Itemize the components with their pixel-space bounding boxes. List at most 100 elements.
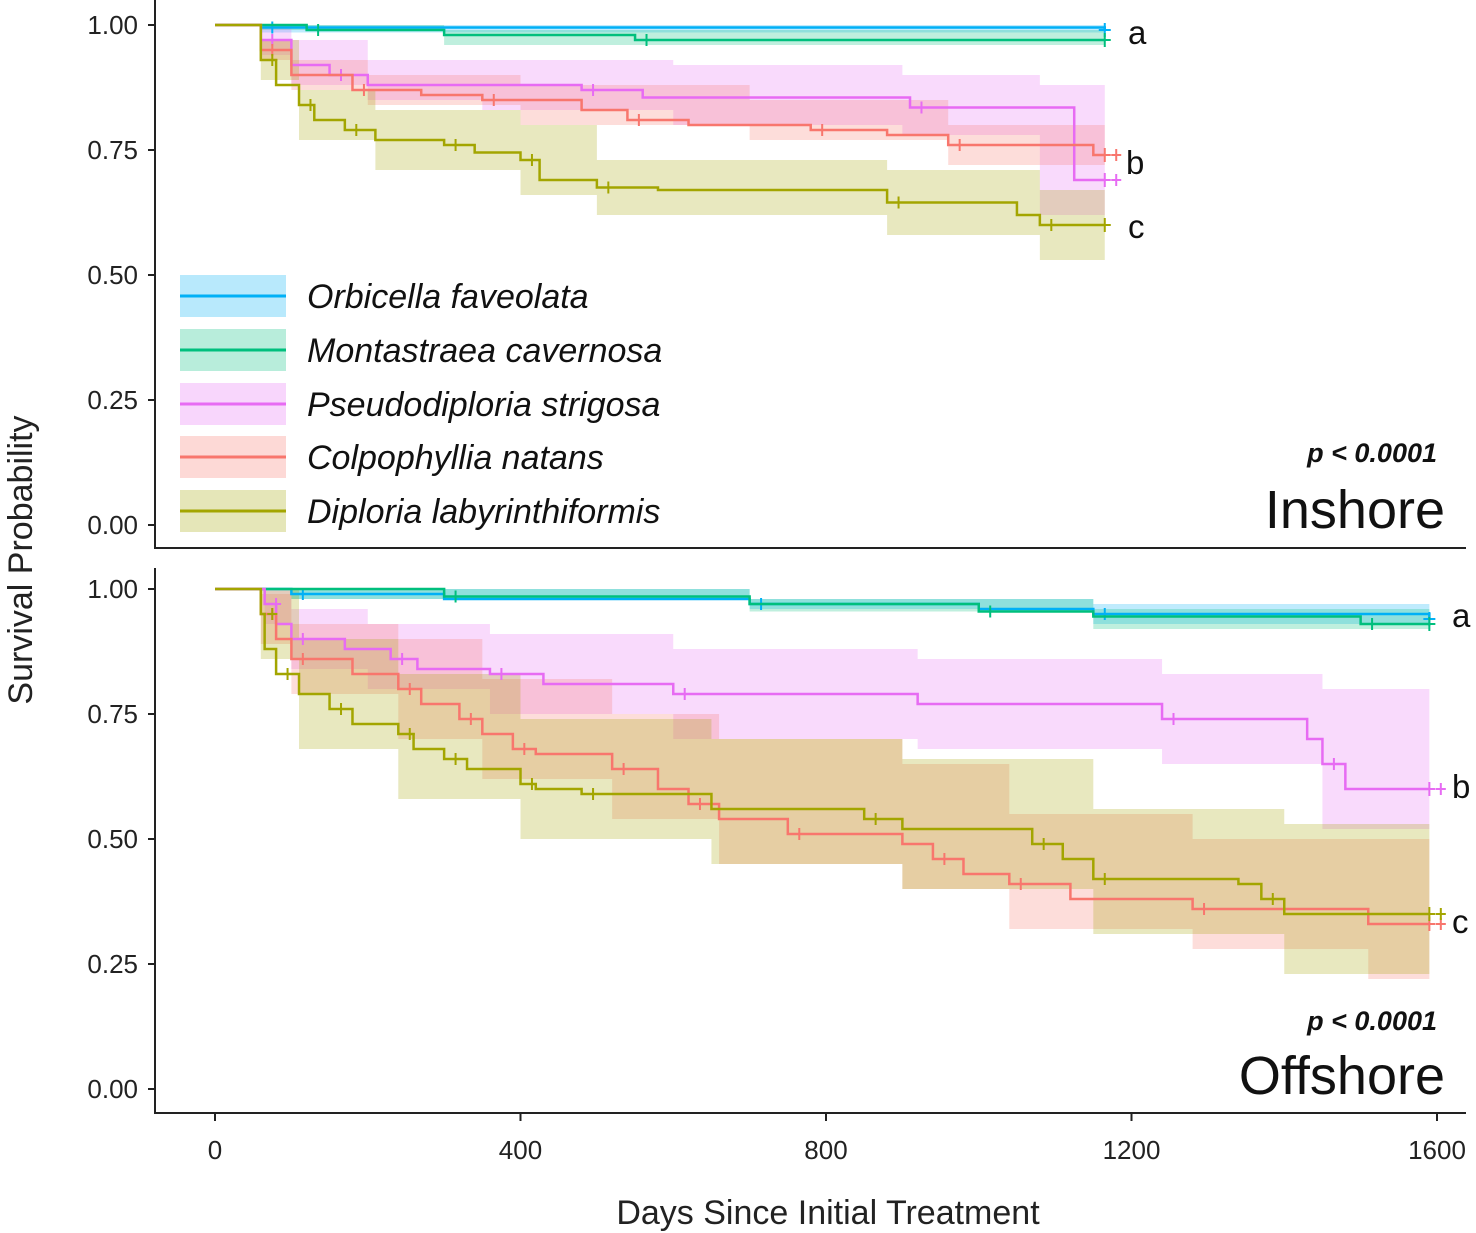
offshore-censor-mark	[267, 608, 278, 620]
offshore-censor-mark	[1038, 838, 1049, 850]
inshore-band-diploria-labyrinthiformis	[215, 25, 1105, 265]
offshore-censor-mark	[1435, 908, 1446, 920]
offshore-censor-mark	[450, 590, 461, 603]
y-tick-label: 0.00	[87, 510, 138, 540]
inshore-censor-mark	[817, 124, 828, 136]
inshore-censor-mark	[450, 139, 461, 151]
offshore-censor-mark	[397, 653, 408, 665]
y-tick-labels: 0.00 0.25 0.50 0.75 1.00 0.00 0.25 0.50 0.75 1.00	[87, 10, 155, 1104]
offshore-censor-mark	[1423, 782, 1436, 796]
inshore-survival-curves	[215, 21, 1122, 232]
inshore-censor-mark	[313, 24, 324, 36]
offshore-censor-mark	[1423, 907, 1436, 921]
inshore-censor-mark	[267, 21, 278, 34]
offshore-censor-mark	[404, 728, 415, 740]
offshore-censor-mark	[519, 743, 530, 755]
y-tick-label: 0.00	[87, 1074, 138, 1104]
y-tick-label: 1.00	[87, 574, 138, 604]
offshore-band-montastraea-cavernosa	[215, 589, 1430, 634]
offshore-p-value: p < 0.0001	[1306, 1006, 1437, 1036]
offshore-band-colpophyllia-natans	[215, 589, 1430, 979]
offshore-curve-pseudodiploria-strigosa	[215, 587, 1430, 791]
x-axis-label: Days Since Initial Treatment	[616, 1194, 1040, 1232]
inshore-censor-mark	[267, 54, 278, 66]
offshore-letter-b: b	[1452, 768, 1470, 805]
legend-label: Pseudodiploria strigosa	[307, 386, 660, 424]
offshore-band-pseudodiploria-strigosa	[215, 589, 1430, 839]
inshore-censor-mark	[358, 84, 369, 96]
y-tick-label: 0.25	[87, 385, 138, 415]
inshore-censor-mark	[1098, 148, 1111, 162]
inshore-censor-mark	[1046, 219, 1057, 231]
offshore-curve-montastraea-cavernosa	[215, 587, 1430, 626]
inshore-censor-mark	[916, 101, 927, 114]
offshore-censor-mark	[1423, 617, 1436, 631]
inshore-censor-mark	[1111, 174, 1122, 186]
inshore-censor-mark	[351, 124, 362, 136]
legend-item-colpophyllia-natans: Colpophyllia natans	[180, 436, 604, 478]
offshore-censor-mark	[679, 688, 690, 700]
y-tick-label: 0.75	[87, 135, 138, 165]
offshore-censor-mark	[870, 813, 881, 825]
y-tick-label: 0.50	[87, 260, 138, 290]
legend-label: Colpophyllia natans	[307, 439, 604, 477]
offshore-censor-mark	[465, 713, 476, 725]
inshore-censor-mark	[603, 181, 614, 194]
inshore-p-value: p < 0.0001	[1306, 438, 1437, 468]
inshore-censor-mark	[488, 94, 499, 106]
legend-item-pseudodiploria-strigosa: Pseudodiploria strigosa	[180, 383, 660, 425]
offshore-curve-colpophyllia-natans	[215, 587, 1430, 926]
legend-label: Diploria labyrinthiformis	[307, 493, 660, 531]
offshore-censor-mark	[1267, 893, 1278, 905]
offshore-band-diploria-labyrinthiformis	[215, 589, 1430, 974]
offshore-censor-mark	[404, 683, 415, 695]
offshore-censor-mark	[297, 633, 308, 645]
x-tick-label: 400	[499, 1135, 542, 1165]
inshore-curve-pseudodiploria-strigosa	[215, 23, 1105, 182]
legend: Orbicella faveolata Montastraea cavernosa…	[180, 275, 662, 532]
offshore-censor-mark	[939, 853, 950, 865]
offshore-censor-mark	[1367, 618, 1378, 630]
inshore-panel-title: Inshore	[1265, 480, 1445, 540]
x-tick-label: 0	[208, 1135, 222, 1165]
legend-item-orbicella-faveolata: Orbicella faveolata	[180, 275, 589, 317]
legend-label: Montastraea cavernosa	[307, 332, 662, 370]
y-axis-label: Survival Probability	[2, 415, 40, 704]
inshore-censor-mark	[1098, 33, 1111, 47]
offshore-censor-mark	[336, 703, 347, 715]
offshore-censor-mark	[297, 653, 308, 665]
offshore-letter-a: a	[1452, 597, 1471, 634]
offshore-censor-mark	[1435, 783, 1446, 795]
offshore-censor-mark	[1328, 758, 1339, 770]
inshore-censor-mark	[1111, 149, 1122, 161]
legend-item-diploria-labyrinthiformis: Diploria labyrinthiformis	[180, 490, 660, 532]
x-tick-label: 800	[804, 1135, 847, 1165]
offshore-censor-mark	[496, 668, 507, 680]
offshore-censor-mark	[794, 828, 805, 840]
offshore-censor-mark	[1015, 878, 1026, 890]
inshore-censor-mark	[588, 84, 599, 96]
inshore-confidence-bands	[215, 25, 1105, 265]
inshore-curve-montastraea-cavernosa	[215, 23, 1105, 42]
inshore-band-colpophyllia-natans	[215, 25, 1105, 175]
offshore-censor-mark	[450, 753, 461, 765]
inshore-band-montastraea-cavernosa	[215, 25, 1105, 48]
x-tick-label: 1600	[1408, 1135, 1466, 1165]
offshore-censor-mark	[618, 763, 629, 775]
offshore-confidence-bands	[215, 589, 1430, 979]
inshore-censor-mark	[305, 99, 316, 111]
offshore-censor-mark	[1199, 903, 1210, 915]
offshore-censor-mark	[588, 788, 599, 800]
inshore-censor-mark	[641, 34, 652, 46]
inshore-censor-mark	[633, 114, 644, 126]
inshore-censor-mark	[1098, 173, 1111, 187]
offshore-censor-mark	[1099, 873, 1110, 885]
inshore-censor-mark	[954, 139, 965, 151]
offshore-letter-c: c	[1452, 903, 1469, 940]
x-tick-labels: 0 400 800 1200 1600	[208, 1113, 1466, 1165]
inshore-curve-diploria-labyrinthiformis	[215, 23, 1105, 227]
inshore-curve-colpophyllia-natans	[215, 23, 1105, 157]
offshore-censor-mark	[282, 668, 293, 680]
inshore-letter-c: c	[1128, 208, 1145, 245]
